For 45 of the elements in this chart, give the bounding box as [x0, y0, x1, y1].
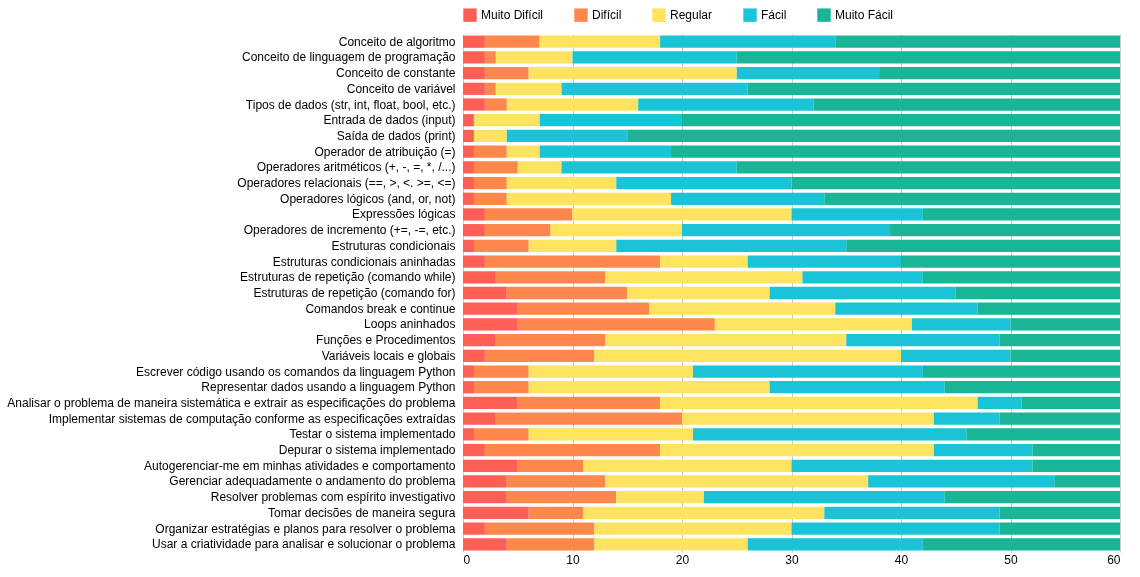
y-tick-label: Gerenciar adequadamente o andamento do problema: [169, 474, 456, 489]
y-tick-label: Implementar sistemas de computação conforme as especificações extraídas: [48, 411, 456, 426]
y-tick-label: Testar o sistema implementado: [289, 427, 456, 442]
y-tick-label: Comandos break e continue: [305, 301, 456, 316]
y-tick-label: Analisar o problema de maneira sistemática e extrair as especificações do problema: [7, 395, 456, 410]
x-tick-label: 0: [463, 552, 471, 567]
x-tick-label: 50: [1004, 552, 1018, 567]
y-tick-label: Operadores relacionais (==, >, <. >=, <=): [237, 176, 456, 191]
y-tick-label: Expressões lógicas: [352, 207, 456, 222]
x-tick-label: 10: [566, 552, 580, 567]
y-tick-label: Loops aninhados: [364, 317, 456, 332]
y-tick-label: Funções e Procedimentos: [316, 333, 456, 348]
y-tick-label: Organizar estratégias e planos para resolver o problema: [155, 521, 456, 536]
y-tick-label: Operadores de incremento (+=, -=, etc.): [243, 223, 456, 238]
y-tick-label: Entrada de dados (input): [323, 113, 456, 128]
x-tick-label: 30: [785, 552, 799, 567]
y-tick-label: Estruturas de repetição (comando for): [253, 286, 456, 300]
y-tick-label: Variáveis locais e globais: [321, 348, 456, 363]
legend-label: Muito Fácil: [835, 8, 894, 23]
y-tick-label: Resolver problemas com espírito investigativo: [210, 490, 456, 505]
y-tick-label: Depurar o sistema implementado: [278, 443, 456, 458]
y-tick-label: Tomar decisões de maneira segura: [268, 505, 456, 520]
y-tick-label: Tipos de dados (str, int, float, bool, etc.): [245, 97, 456, 112]
y-tick-label: Operadores lógicos (and, or, not): [280, 191, 456, 206]
legend-label: Regular: [670, 8, 713, 23]
y-tick-label: Autogerenciar-me em minhas atividades e comportamento: [144, 458, 456, 473]
y-tick-label: Estruturas de repetição (comando while): [240, 270, 456, 285]
x-tick-label: 60: [1107, 552, 1121, 567]
y-tick-label: Estruturas condicionais: [331, 238, 456, 253]
y-tick-label: Operadores aritméticos (+, -, =, *, /...): [256, 160, 456, 175]
y-tick-label: Conceito de variável: [346, 81, 456, 96]
y-tick-label: Saída de dados (print): [336, 128, 456, 143]
y-tick-label: Escrever código usando os comandos da linguagem Python: [135, 364, 456, 379]
y-tick-label: Conceito de linguagem de programação: [242, 50, 456, 65]
y-tick-label: Representar dados usando a linguagem Python: [201, 380, 456, 395]
legend-label: Fácil: [761, 8, 787, 23]
x-tick-label: 20: [675, 552, 690, 567]
y-tick-label: Operador de atribuição (=): [314, 144, 456, 159]
legend-label: Difícil: [592, 8, 622, 23]
y-tick-label: Estruturas condicionais aninhadas: [272, 254, 456, 269]
y-tick-label: Conceito de constante: [336, 66, 456, 81]
y-tick-label: Conceito de algoritmo: [338, 34, 456, 49]
x-tick-label: 40: [894, 552, 909, 567]
y-tick-label: Usar a criatividade para analisar e solucionar o problema: [152, 537, 456, 552]
legend-label: Muito Difícil: [481, 8, 544, 23]
